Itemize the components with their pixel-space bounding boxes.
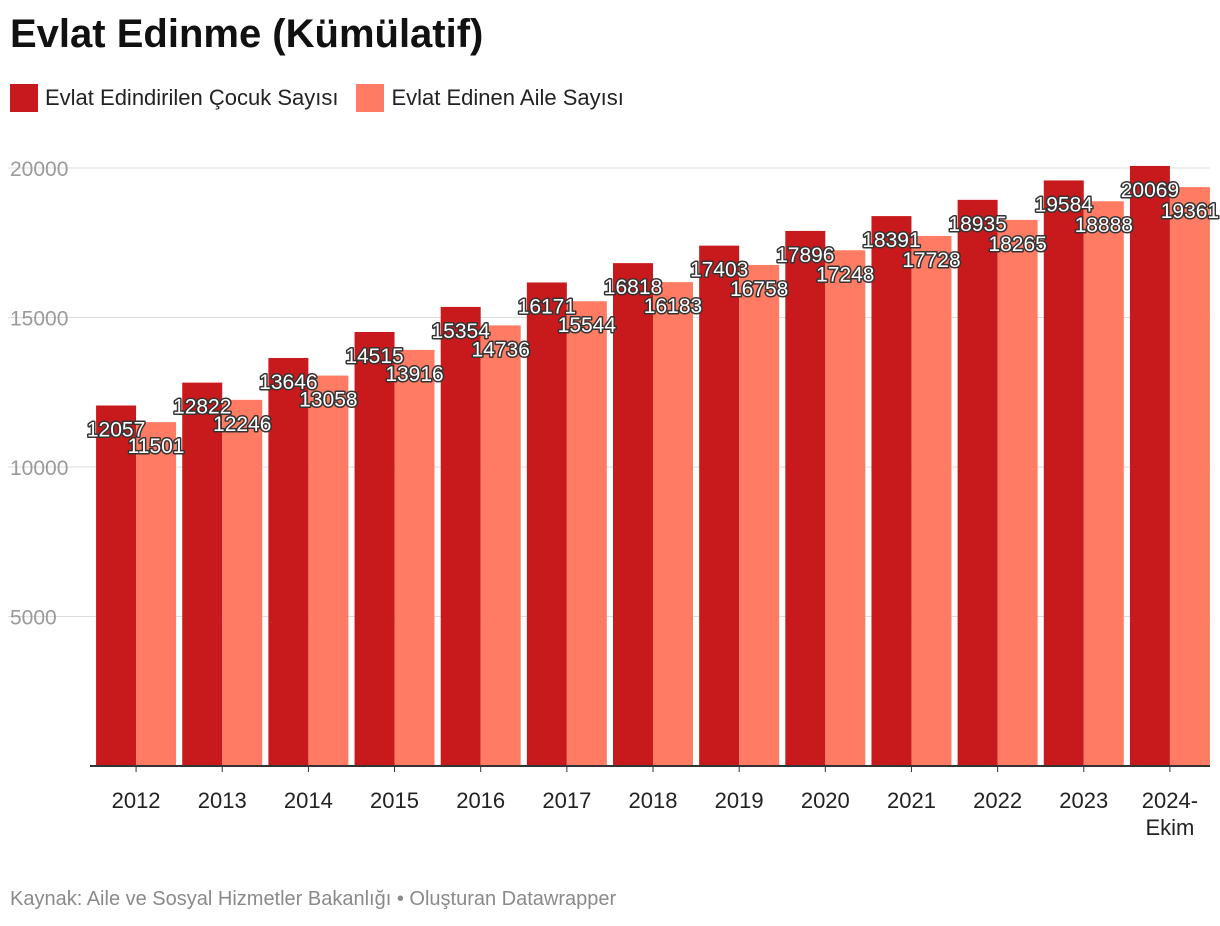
y-tick-label: 20000 (10, 158, 68, 181)
data-label-families: 12246 (213, 413, 271, 436)
bar-children (440, 306, 481, 766)
x-tick-label: 2022 (973, 788, 1022, 813)
bar-children (957, 199, 998, 766)
data-label-families: 11501 (128, 435, 185, 458)
bar-children (871, 216, 912, 766)
data-label-children: 15354 (431, 320, 490, 343)
bar-families (480, 325, 521, 766)
data-label-families: 17248 (816, 263, 874, 286)
bar-chart: 5000 10000 15000 20000 2012 2013 2014 2015 2016 2… (8, 158, 1220, 840)
y-tick-label: 5000 (10, 607, 57, 630)
bar-children (1129, 165, 1170, 767)
data-label-families: 18888 (1075, 214, 1133, 237)
bar-families (911, 235, 952, 766)
bar-children (96, 405, 137, 766)
bar-families (566, 301, 607, 766)
data-label-families: 15544 (558, 314, 617, 337)
data-label-children: 17896 (776, 244, 834, 267)
data-label-children: 18391 (862, 229, 920, 252)
bar-children (354, 332, 395, 766)
x-tick-label: 2018 (629, 788, 678, 813)
data-label-families: 17728 (902, 249, 960, 272)
legend-swatch-families (356, 84, 385, 112)
x-tick-label: 2013 (198, 788, 247, 813)
bar-children (699, 245, 740, 767)
x-tick-label: 2014 (284, 788, 333, 813)
data-label-children: 17403 (690, 259, 748, 282)
data-label-families: 18265 (988, 233, 1046, 256)
data-label-children: 14515 (345, 345, 403, 368)
data-label-children: 19584 (1035, 193, 1094, 216)
bar-families (739, 264, 780, 766)
x-tick-label: 2020 (801, 788, 850, 813)
data-label-children: 12057 (87, 418, 145, 441)
data-label-families: 16758 (730, 278, 788, 301)
x-tick-label: 2019 (715, 788, 764, 813)
legend-item-families: Evlat Edinen Aile Sayısı (356, 84, 624, 112)
bar-children (268, 357, 309, 766)
data-label-children: 16818 (604, 276, 662, 299)
chart-title: Evlat Edinme (Kümülatif) (10, 12, 484, 56)
source-footer: Kaynak: Aile ve Sosyal Hizmetler Bakanlı… (10, 888, 617, 910)
bar-families (308, 375, 349, 766)
y-tick-label: 15000 (10, 308, 68, 331)
bar-families (653, 282, 693, 766)
legend-label-families: Evlat Edinen Aile Sayısı (391, 85, 624, 110)
bar-families (997, 219, 1038, 767)
bar-families (222, 399, 263, 766)
bar-families (825, 250, 866, 767)
x-tick-label: Ekim (1145, 815, 1194, 840)
x-tick-label: 2017 (542, 788, 591, 813)
bar-families (136, 422, 177, 766)
x-tick-label: 2016 (456, 788, 505, 813)
legend-item-children: Evlat Edindirilen Çocuk Sayısı (10, 84, 338, 112)
x-tick-label: 2015 (370, 788, 419, 813)
bar-families (394, 349, 435, 766)
bar-children (182, 382, 223, 766)
bar-children (526, 282, 567, 766)
legend-swatch-children (10, 84, 38, 112)
data-label-children: 18935 (948, 213, 1006, 236)
bar-families (1169, 187, 1210, 767)
bar-children (785, 230, 826, 766)
data-label-children: 20069 (1121, 179, 1179, 202)
bar-families (1083, 201, 1124, 767)
bar-children (613, 263, 653, 766)
data-label-families: 13916 (385, 363, 443, 386)
data-label-families: 19361 (1161, 200, 1219, 223)
data-label-families: 16183 (644, 295, 702, 318)
x-tick-label: 2012 (112, 788, 161, 813)
data-label-children: 13646 (259, 371, 317, 394)
x-tick-label: 2023 (1059, 788, 1108, 813)
x-tick-label: 2024- (1142, 788, 1198, 813)
data-label-children: 12822 (173, 396, 231, 419)
data-label-children: 16171 (518, 295, 576, 318)
bar-children (1043, 180, 1084, 766)
data-label-families: 13058 (299, 389, 357, 412)
legend-label-children: Evlat Edindirilen Çocuk Sayısı (45, 85, 339, 110)
data-label-families: 14736 (471, 338, 529, 361)
x-tick-label: 2021 (887, 788, 936, 813)
legend: Evlat Edindirilen Çocuk Sayısı Evlat Edi… (10, 84, 642, 112)
y-tick-label: 10000 (10, 457, 68, 480)
